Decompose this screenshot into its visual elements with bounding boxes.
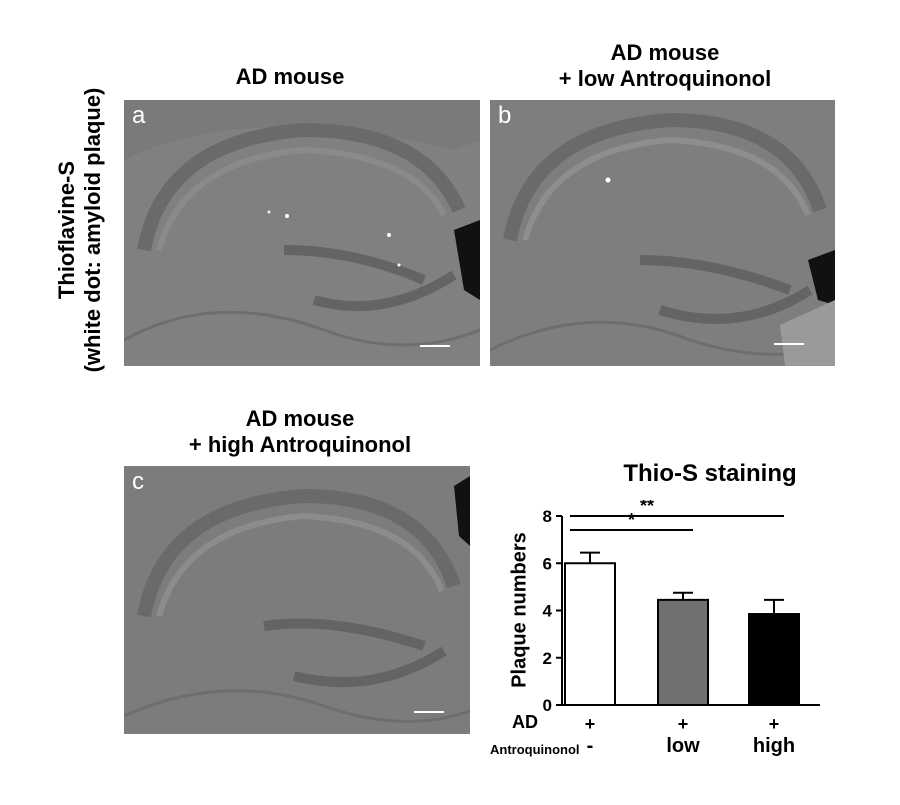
condition-value: -	[587, 735, 594, 757]
panel-b-title-line1: AD mouse	[610, 40, 720, 65]
side-label-line1: Thioflavine-S	[54, 160, 79, 300]
panel-c-title-line2: + high Antroquinonol	[188, 432, 412, 457]
condition-value: low	[666, 735, 700, 757]
panel-a-letter: a	[132, 102, 146, 129]
condition-value: high	[753, 735, 795, 757]
side-label: Thioflavine-S (white dot: amyloid plaque…	[40, 60, 120, 400]
micrograph-panel-b: b	[490, 100, 835, 366]
panel-a-title: AD mouse	[160, 64, 420, 90]
significance-label: **	[640, 500, 654, 516]
micrograph-panel-c: c	[124, 466, 470, 734]
y-tick-label: 8	[543, 507, 552, 526]
panel-b-title: AD mouse + low Antroquinonol	[500, 40, 830, 92]
chart-title: Thio-S staining	[623, 460, 797, 487]
hippocampus-image-b	[490, 100, 835, 366]
significance-label: *	[628, 510, 635, 530]
condition-value: +	[769, 714, 780, 734]
panel-b-title-line2: + low Antroquinonol	[558, 66, 772, 91]
y-tick-label: 2	[543, 649, 552, 668]
y-tick-label: 6	[543, 554, 552, 573]
condition-row-antroquinonol-label: Antroquinonol	[490, 742, 580, 757]
condition-value: +	[678, 714, 689, 734]
y-tick-label: 4	[543, 602, 553, 621]
bar	[564, 562, 616, 706]
panel-c-letter: c	[132, 468, 144, 495]
side-label-line2: (white dot: amyloid plaque)	[80, 87, 105, 373]
hippocampus-image-a	[124, 100, 480, 366]
micrograph-panel-a: a	[124, 100, 480, 366]
condition-row-ad-label: AD	[512, 712, 538, 732]
hippocampus-image-c	[124, 466, 470, 734]
panel-c-title-line1: AD mouse	[245, 406, 355, 431]
y-tick-label: 0	[543, 696, 552, 715]
bar	[748, 613, 800, 706]
bar	[657, 598, 709, 706]
panel-b-letter: b	[498, 102, 512, 129]
panel-a-title-line1: AD mouse	[235, 64, 345, 89]
condition-value: +	[585, 714, 596, 734]
side-label-text: Thioflavine-S (white dot: amyloid plaque…	[54, 60, 106, 400]
panel-c-title: AD mouse + high Antroquinonol	[140, 406, 460, 458]
